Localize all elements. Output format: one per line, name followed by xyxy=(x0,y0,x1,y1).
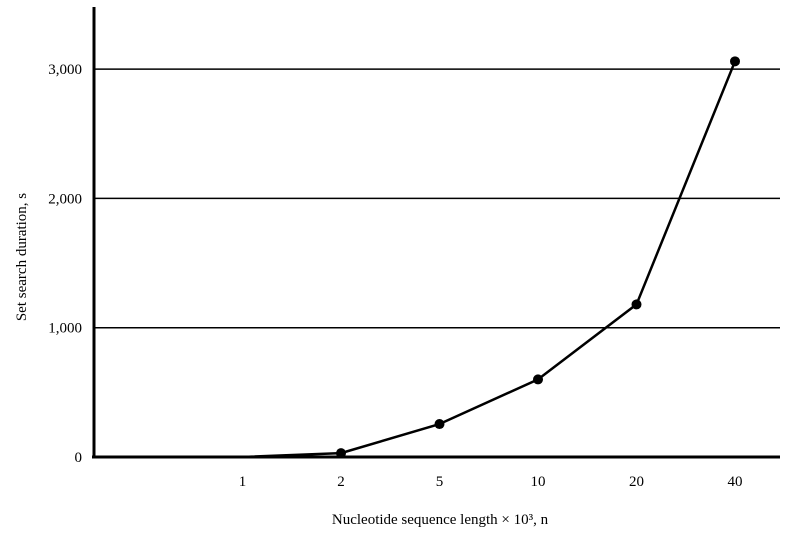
data-point xyxy=(730,56,740,67)
y-tick-label: 1,000 xyxy=(48,321,82,337)
y-tick-label: 2,000 xyxy=(48,191,82,207)
x-tick-label: 40 xyxy=(728,474,743,490)
x-tick-label: 2 xyxy=(337,474,345,490)
x-tick-label: 20 xyxy=(629,474,644,490)
tick-labels: 0 1,000 2,000 3,000 1 2 5 10 20 40 xyxy=(48,62,742,490)
series-line-0 xyxy=(144,60,737,459)
data-series xyxy=(144,56,740,459)
x-tick-label: 5 xyxy=(436,474,444,490)
data-point xyxy=(434,419,445,430)
x-axis-title: Nucleotide sequence length × 10³, n xyxy=(332,512,549,528)
y-tick-label: 3,000 xyxy=(48,62,82,78)
data-point xyxy=(631,299,642,310)
grid-lines xyxy=(94,68,780,329)
y-tick-label: 0 xyxy=(75,450,83,466)
y-axis-title: Set search duration, s xyxy=(14,193,30,321)
axes xyxy=(92,7,780,459)
data-point xyxy=(336,448,346,459)
x-tick-label: 1 xyxy=(239,474,247,490)
data-point xyxy=(533,374,543,385)
x-tick-label: 10 xyxy=(531,474,546,490)
